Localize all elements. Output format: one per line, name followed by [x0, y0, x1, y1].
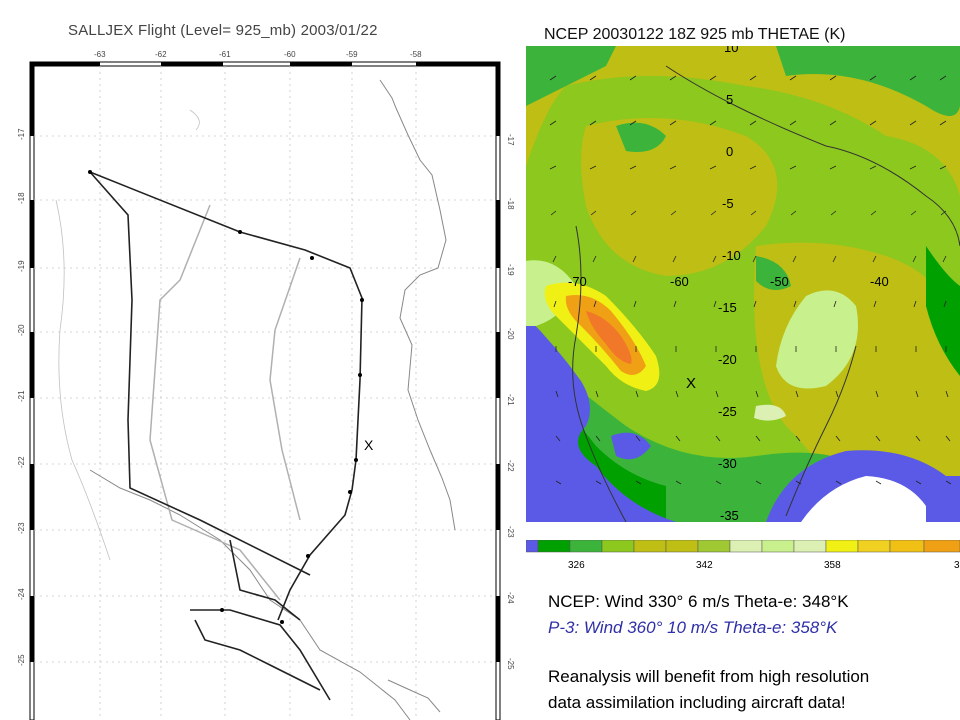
colorbar: 326 342 358 3 — [526, 540, 960, 571]
lat-label: 10 — [724, 46, 738, 55]
field-pale-patch — [754, 404, 786, 421]
field-green-ring — [756, 256, 791, 290]
lon-labels: -70 -60 -50 -40 — [568, 274, 889, 289]
lat-tick-label: -19 — [506, 264, 515, 276]
flight-track-secondary — [149, 204, 301, 601]
lat-labels: 10 5 0 -5 -10 -15 -20 -25 -30 -35 — [718, 46, 741, 522]
flight-track-map: -63 -62 -61 -60 -59 -58 -17 -18 -19 -20 … — [17, 50, 515, 720]
lat-tick-label: -17 — [17, 128, 26, 140]
lat-tick-label: -23 — [506, 526, 515, 538]
lon-label: -50 — [770, 274, 789, 289]
flight-sample-points — [88, 170, 364, 624]
lat-label: -25 — [718, 404, 737, 419]
lat-label: 0 — [726, 144, 733, 159]
lat-tick-labels-right: -17 -18 -19 -20 -21 -22 -23 -24 -25 — [506, 134, 515, 670]
right-map-title: NCEP 20030122 18Z 925 mb THETAE (K) — [544, 26, 846, 43]
field-olive-center — [581, 118, 778, 276]
note-line-1: Reanalysis will benefit from high resolu… — [548, 667, 870, 686]
lon-tick-labels: -63 -62 -61 -60 -59 -58 — [94, 50, 422, 59]
colorbar-label: 358 — [824, 560, 841, 571]
field-green-patch — [616, 122, 666, 152]
location-marker: X — [686, 375, 696, 392]
location-marker: X — [364, 437, 374, 453]
lat-label: -15 — [718, 300, 737, 315]
colorbar-label: 326 — [568, 560, 585, 571]
left-map-title: SALLJEX Flight (Level= 925_mb) 2003/01/2… — [68, 22, 378, 39]
lat-tick-label: -18 — [17, 192, 26, 204]
lon-label: -70 — [568, 274, 587, 289]
lat-tick-label: -22 — [506, 460, 515, 472]
note-line-2: data assimilation including aircraft dat… — [548, 693, 846, 712]
lat-tick-label: -18 — [506, 198, 515, 210]
lat-label: -10 — [722, 248, 741, 263]
lat-tick-label: -19 — [17, 260, 26, 272]
lat-tick-label: -20 — [17, 324, 26, 336]
lat-tick-label: -23 — [17, 522, 26, 534]
lat-tick-label: -25 — [17, 654, 26, 666]
lat-label: -30 — [718, 456, 737, 471]
lat-tick-label: -24 — [17, 588, 26, 600]
left-axis-bar — [29, 65, 35, 720]
colorbar-label: 342 — [696, 560, 713, 571]
lat-label: 5 — [726, 92, 733, 107]
lat-tick-label: -24 — [506, 592, 515, 604]
lon-label: -60 — [670, 274, 689, 289]
field-white-core — [801, 476, 926, 522]
field-blue-west — [526, 316, 676, 522]
lon-tick-label: -60 — [284, 50, 296, 59]
lon-tick-label: -62 — [155, 50, 167, 59]
coastline — [572, 65, 960, 522]
lat-tick-label: -20 — [506, 328, 515, 340]
field-green-ne — [776, 46, 960, 116]
lat-tick-label: -21 — [17, 390, 26, 402]
p3-values: P-3: Wind 360° 10 m/s Theta-e: 358°K — [548, 618, 838, 637]
lon-tick-label: -59 — [346, 50, 358, 59]
field-green-nw — [526, 46, 616, 106]
lat-label: -20 — [718, 352, 737, 367]
thetae-map: 10 5 0 -5 -10 -15 -20 -25 -30 -35 -70 -6… — [526, 46, 960, 522]
grid-lines — [34, 66, 496, 720]
lat-tick-labels-left: -17 -18 -19 -20 -21 -22 -23 -24 -25 — [17, 128, 26, 666]
colorbar-label: 3 — [954, 560, 960, 571]
field-lightgreen-center — [776, 290, 858, 389]
field-blue-patch — [611, 432, 651, 460]
ncep-values: NCEP: Wind 330° 6 m/s Theta-e: 348°K — [548, 592, 849, 611]
lat-tick-label: -22 — [17, 456, 26, 468]
lat-tick-label: -17 — [506, 134, 515, 146]
lon-tick-label: -61 — [219, 50, 231, 59]
right-axis-bar — [495, 65, 501, 720]
lat-label: -5 — [722, 196, 734, 211]
country-borders — [89, 79, 456, 720]
top-axis-bar — [29, 61, 501, 67]
lat-label: -35 — [720, 508, 739, 522]
field-darkgreen-east — [926, 246, 960, 376]
field-redorange-core — [586, 311, 632, 364]
flight-track-main — [89, 171, 363, 701]
lon-tick-label: -63 — [94, 50, 106, 59]
lat-tick-label: -21 — [506, 394, 515, 406]
lon-tick-label: -58 — [410, 50, 422, 59]
contour-lines — [55, 109, 200, 561]
field-olive-north — [526, 46, 960, 196]
lon-label: -40 — [870, 274, 889, 289]
lat-tick-label: -25 — [506, 658, 515, 670]
wind-vectors — [549, 75, 952, 485]
